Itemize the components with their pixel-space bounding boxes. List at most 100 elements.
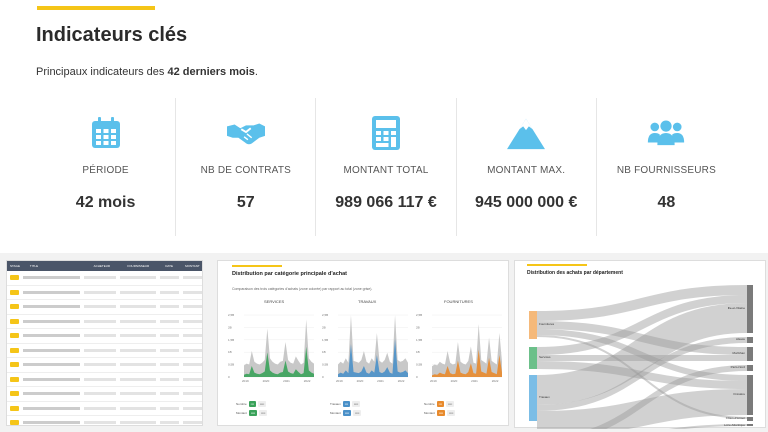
table-row[interactable] xyxy=(7,358,202,373)
table-cell xyxy=(159,377,179,381)
fournitures-legend: Nombre ▪▪▪ ▪▪▪▪ Montant ▪▪▪▪ ▪▪▪▪ xyxy=(424,401,456,416)
y-tick-label: 2,5B xyxy=(228,313,234,317)
table-cell xyxy=(23,406,80,410)
y-tick-label: 0 xyxy=(228,375,230,379)
table-row[interactable] xyxy=(7,329,202,344)
table-cell xyxy=(23,392,80,396)
sankey-link xyxy=(536,361,748,389)
y-tick-label: 0,5B xyxy=(322,363,328,367)
chart-title-fournitures: FOURNITURES xyxy=(444,299,473,304)
table-cell xyxy=(182,363,202,367)
stage-badge xyxy=(10,304,20,310)
x-tick-label: 2019 xyxy=(336,379,343,383)
stage-badge xyxy=(10,362,20,368)
y-tick-label: 1,5B xyxy=(228,338,234,342)
y-tick-label: 2B xyxy=(322,325,326,329)
sankey-target-node xyxy=(747,347,753,361)
sankey-target-label: Ille-et-Vilaine xyxy=(728,306,746,310)
y-tick-label: 1,5B xyxy=(416,338,422,342)
table-cell xyxy=(120,290,156,294)
y-tick-label: 0 xyxy=(322,375,324,379)
kpi-suppliers: NB FOURNISSEURS 48 xyxy=(595,98,736,236)
table-cell xyxy=(23,276,80,280)
table-cell xyxy=(182,276,202,280)
table-cell xyxy=(159,290,179,294)
table-cell xyxy=(159,421,179,425)
table-row[interactable] xyxy=(7,373,202,387)
category-area xyxy=(338,338,408,377)
x-tick-label: 2021 xyxy=(377,379,384,383)
chart-title-services: SERVICES xyxy=(264,299,285,304)
table-cell xyxy=(182,392,202,396)
table-cell xyxy=(23,348,80,352)
table-cell xyxy=(120,377,156,381)
table-row[interactable] xyxy=(7,344,202,358)
table-cell xyxy=(182,406,202,410)
panel-description: Comparaison des trois catégories d'achat… xyxy=(232,287,373,291)
table-header-cell: TITLE xyxy=(29,264,39,268)
sankey-target-label: Côtes-d'Armor xyxy=(726,416,745,420)
services-area-chart: 2,5B 2B 1,5B 1B 0,5B 0 2019 2020 2021 2022 xyxy=(228,313,314,383)
table-cell xyxy=(159,305,179,309)
table-cell xyxy=(120,363,156,367)
calendar-icon xyxy=(87,114,125,152)
services-legend: Nombre ▪▪▪ ▪▪▪▪ Montant ▪▪▪▪ ▪▪▪▪ xyxy=(236,401,268,416)
total-area xyxy=(432,324,502,377)
sankey-link xyxy=(536,303,748,405)
travaux-legend: Travaux ▪▪▪ ▪▪▪▪ Montant ▪▪▪▪ ▪▪▪▪ xyxy=(330,401,362,416)
x-tick-label: 2022 xyxy=(492,379,499,383)
table-row[interactable] xyxy=(7,387,202,402)
table-row[interactable] xyxy=(7,300,202,315)
kpi-value: 48 xyxy=(657,194,676,211)
page-subtitle: Principaux indicateurs des 42 derniers m… xyxy=(36,66,258,78)
table-header-cell: DATE xyxy=(165,264,173,268)
table-row[interactable] xyxy=(7,286,202,300)
contracts-table-preview[interactable]: STAGE TITLE ACHETEUR FOURNISSEUR DATE MO… xyxy=(6,260,203,426)
table-cell xyxy=(120,334,156,338)
sankey-source-label: Fournitures xyxy=(539,322,555,326)
table-row[interactable] xyxy=(7,315,202,329)
table-row[interactable] xyxy=(7,271,202,286)
table-row[interactable] xyxy=(7,416,202,425)
kpi-total-amount: MONTANT TOTAL 989 066 117 € xyxy=(315,98,455,236)
sankey-target-label: Morbihan xyxy=(732,351,745,355)
table-cell xyxy=(159,363,179,367)
table-cell xyxy=(83,421,117,425)
kpi-label: NB DE CONTRATS xyxy=(200,165,291,176)
table-cell xyxy=(23,363,80,367)
x-tick-label: 2020 xyxy=(263,379,270,383)
sankey-target-node xyxy=(747,365,753,371)
total-area xyxy=(244,319,314,377)
kpi-value: 989 066 117 € xyxy=(335,194,437,211)
stage-badge xyxy=(10,420,20,425)
panel-accent-bar xyxy=(232,265,282,267)
table-cell xyxy=(159,406,179,410)
sankey-link xyxy=(536,389,748,429)
stage-badge xyxy=(10,405,20,411)
sankey-source-node xyxy=(529,375,537,421)
x-tick-label: 2019 xyxy=(242,379,249,383)
table-cell xyxy=(159,276,179,280)
sankey-link xyxy=(536,285,748,321)
y-tick-label: 0 xyxy=(416,375,418,379)
accent-bar xyxy=(37,6,155,10)
table-row[interactable] xyxy=(7,402,202,416)
table-cell xyxy=(120,392,156,396)
x-tick-label: 2021 xyxy=(283,379,290,383)
table-cell xyxy=(120,348,156,352)
table-cell xyxy=(159,334,179,338)
sankey-link xyxy=(536,295,748,355)
table-cell xyxy=(23,319,80,323)
stage-badge xyxy=(10,391,20,397)
table-cell xyxy=(182,290,202,294)
table-cell xyxy=(120,305,156,309)
table-cell xyxy=(83,392,117,396)
x-tick-label: 2020 xyxy=(357,379,364,383)
kpi-value: 42 mois xyxy=(75,194,136,211)
kpi-row: PÉRIODE 42 mois NB DE CONTRATS 57 MONTAN… xyxy=(36,98,736,236)
y-tick-label: 2,5B xyxy=(416,313,422,317)
sankey-target-label: Loire-Atlantique xyxy=(724,423,745,427)
table-cell xyxy=(23,377,80,381)
table-cell xyxy=(83,290,117,294)
y-tick-label: 1,5B xyxy=(322,338,328,342)
